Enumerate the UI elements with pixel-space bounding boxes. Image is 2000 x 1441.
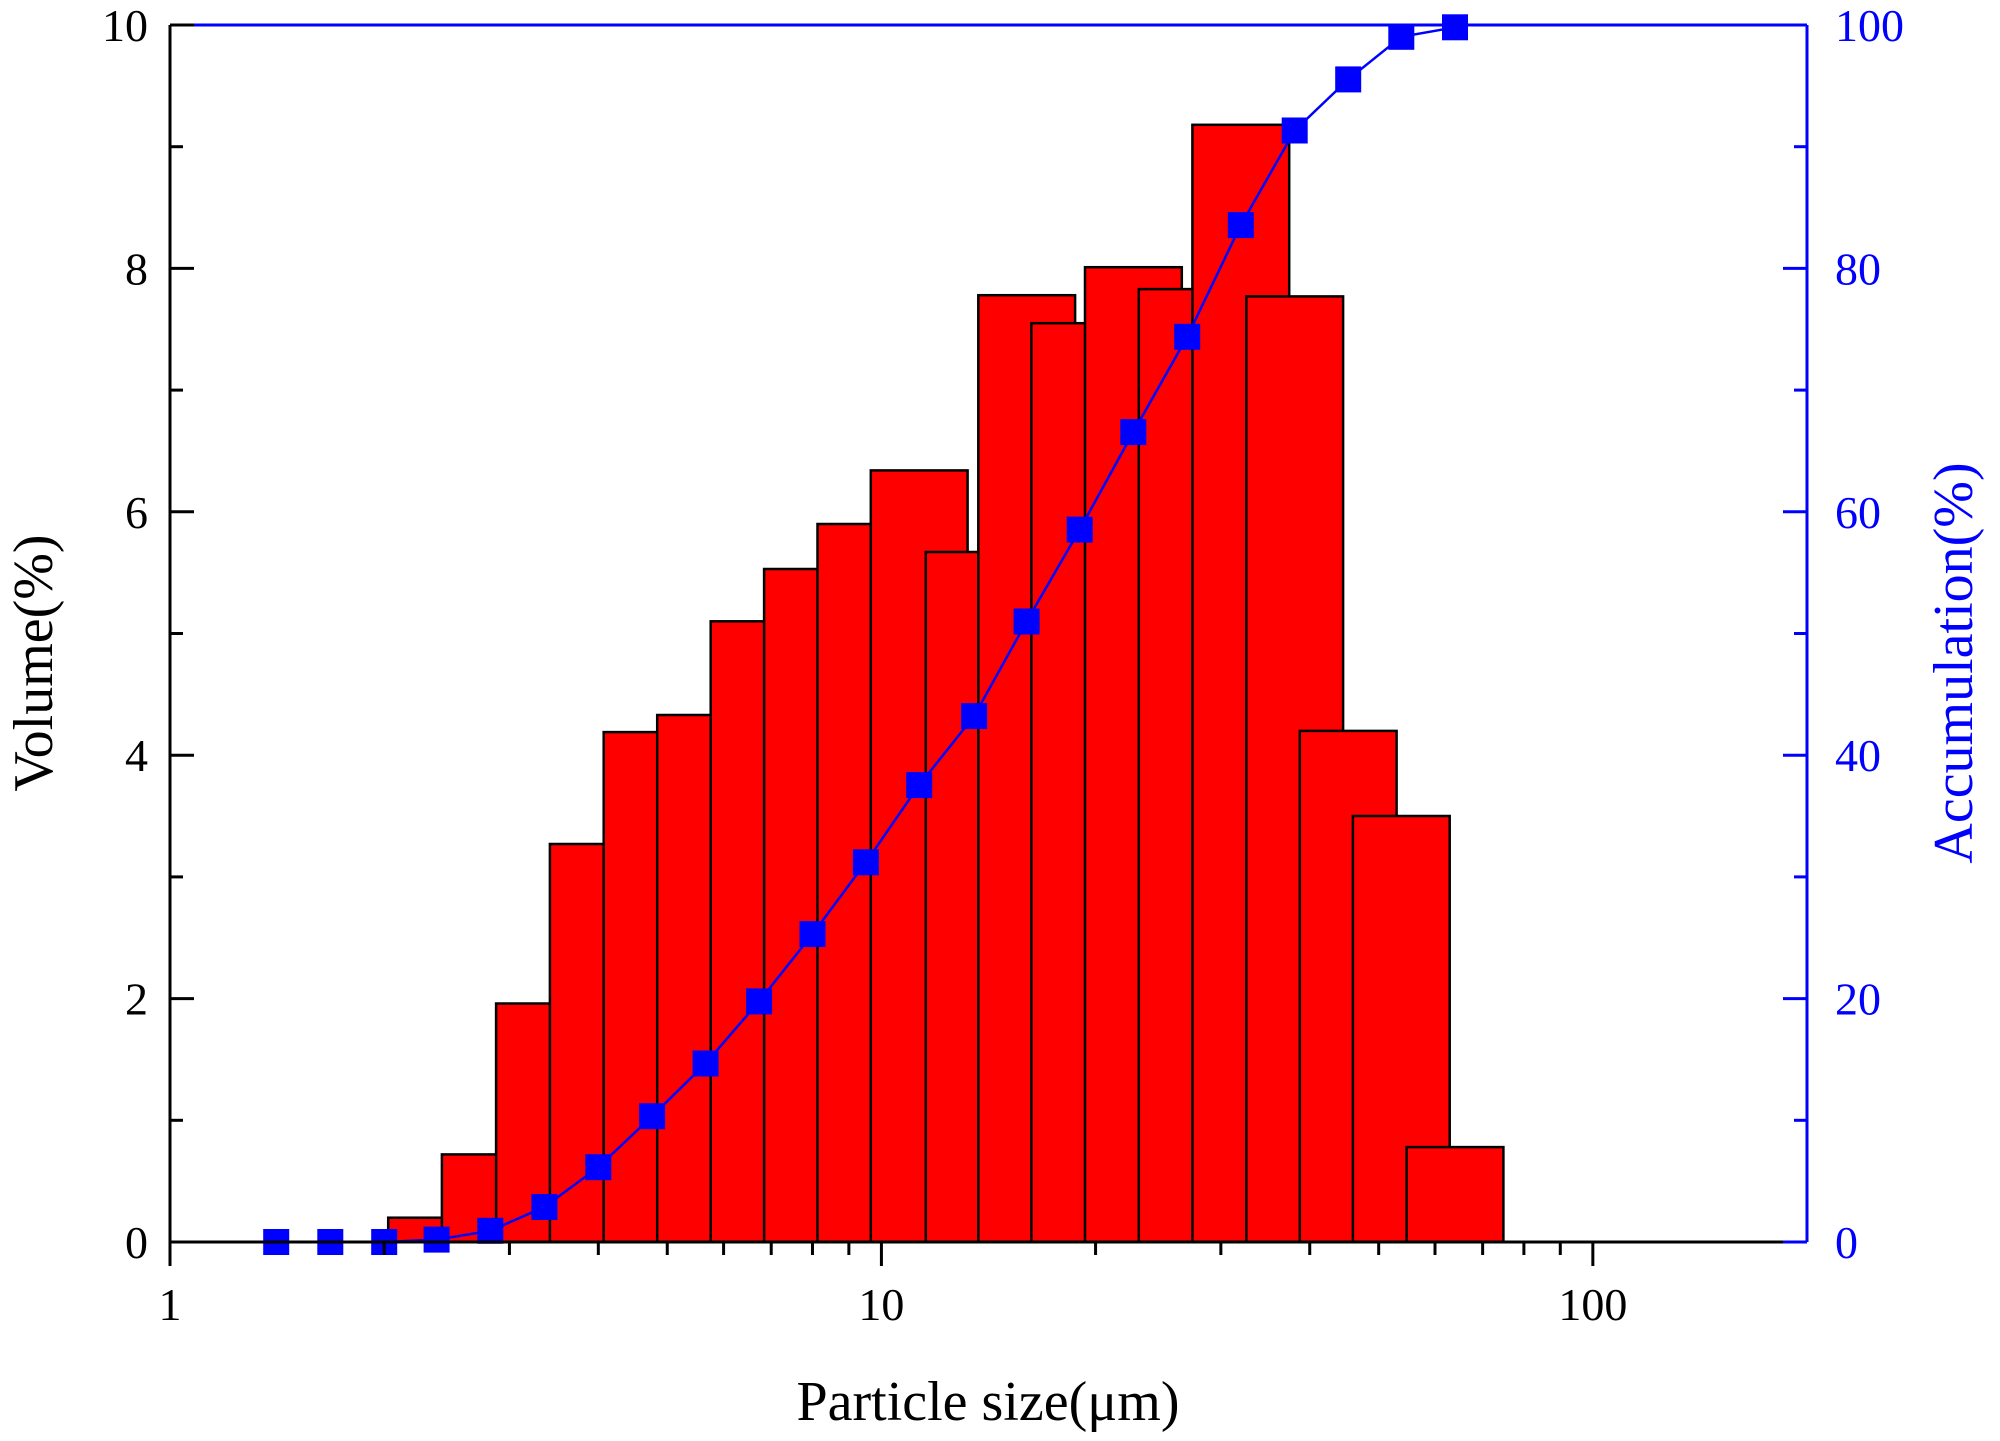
bars-layer (386, 123, 1505, 1244)
cumulative-marker (961, 703, 988, 730)
y-tick-label: 10 (102, 0, 148, 51)
y-tick-label: 0 (125, 1217, 148, 1268)
cumulative-marker (477, 1217, 504, 1244)
x-tick-label: 10 (858, 1279, 904, 1330)
y-axis-title: Volume(%) (3, 534, 65, 791)
x-axis-title: Particle size(μm) (797, 1371, 1180, 1433)
cumulative-marker (1066, 516, 1093, 543)
y2-tick-label: 100 (1835, 0, 1904, 51)
cumulative-marker (585, 1154, 612, 1181)
cumulative-marker (746, 988, 773, 1015)
cumulative-marker (852, 849, 879, 876)
cumulative-line-layer (263, 14, 1468, 1255)
cumulative-marker (1120, 419, 1147, 446)
y2-tick-label: 60 (1835, 487, 1881, 538)
cumulative-marker (1227, 212, 1254, 239)
y2-axis-title: Accumulation(%) (1923, 462, 1985, 863)
x-tick-label: 100 (1558, 1279, 1627, 1330)
volume-bar (1405, 1145, 1505, 1244)
cumulative-marker (639, 1103, 666, 1130)
y-tick-label: 4 (125, 730, 148, 781)
y-tick-label: 2 (125, 974, 148, 1025)
y2-tick-label: 0 (1835, 1217, 1858, 1268)
cumulative-marker (1388, 23, 1415, 50)
cumulative-marker (531, 1194, 558, 1220)
cumulative-marker (1174, 323, 1201, 350)
cumulative-marker (1013, 608, 1040, 635)
axes-layer (168, 23, 1809, 1266)
cumulative-marker (1281, 117, 1308, 144)
x-tick-label: 1 (159, 1279, 182, 1330)
cumulative-marker (799, 921, 826, 948)
y-tick-label: 8 (125, 243, 148, 294)
cumulative-marker (1442, 14, 1468, 41)
cumulative-marker (906, 772, 933, 799)
cumulative-marker (423, 1226, 450, 1253)
cumulative-marker (1335, 66, 1362, 93)
y2-tick-label: 20 (1835, 974, 1881, 1025)
y2-tick-label: 80 (1835, 243, 1881, 294)
cumulative-marker (692, 1050, 719, 1077)
y2-tick-label: 40 (1835, 730, 1881, 781)
y-tick-label: 6 (125, 487, 148, 538)
